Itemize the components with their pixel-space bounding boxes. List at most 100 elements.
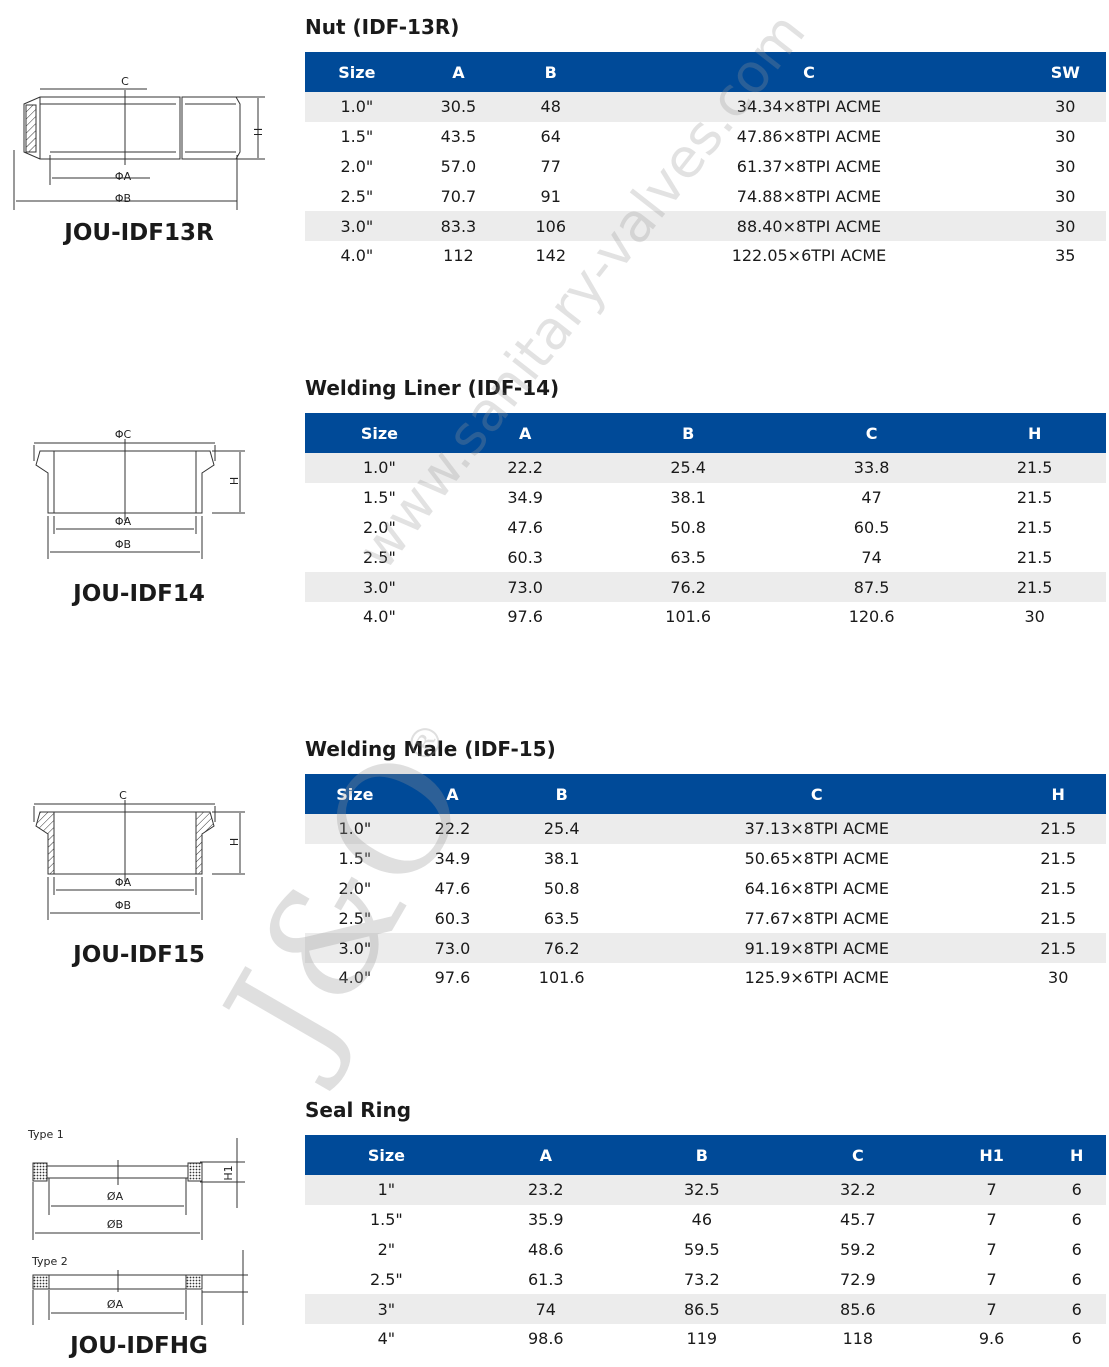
table-header-row: Size A B C SW xyxy=(305,52,1106,92)
table-row: 1.5" 34.9 38.1 47 21.5 xyxy=(305,483,1106,513)
table-row: 1.5" 43.5 64 47.86×8TPI ACME 30 xyxy=(305,122,1106,152)
cell-a: 22.2 xyxy=(404,814,501,844)
cell-size: 3" xyxy=(305,1294,468,1324)
cell-h: 30 xyxy=(1024,607,1045,627)
table-row: 1.0" 30.5 48 34.34×8TPI ACME 30 xyxy=(305,92,1106,122)
cell-a: 48.6 xyxy=(527,1239,564,1259)
section-title-welding-liner-idf-14: Welding Liner (IDF-14) xyxy=(305,376,560,400)
table-row: 4" 98.6 119 118 9.6 6 xyxy=(305,1324,1106,1354)
table-row: 2" 48.6 59.5 59.2 7 6 xyxy=(305,1235,1106,1265)
column-header-c: C xyxy=(779,413,964,453)
table-row: 2.5" 60.3 63.5 74 21.5 xyxy=(305,542,1106,572)
cell-h: 6 xyxy=(1071,1210,1082,1230)
column-header-h1: H1 xyxy=(935,1135,1048,1175)
cell-h1: 7 xyxy=(986,1210,997,1230)
dimension-label: ΦC xyxy=(115,428,132,441)
column-header-b: B xyxy=(623,1135,780,1175)
dimension-label: ΦB xyxy=(115,538,131,551)
table-row: 4.0" 97.6 101.6 125.9×6TPI ACME 30 xyxy=(305,963,1106,993)
cell-h: 21.5 xyxy=(1010,933,1106,963)
cell-size: 3.0" xyxy=(305,211,409,241)
cell-c: 120.6 xyxy=(848,607,895,627)
cell-h1: 9.6 xyxy=(978,1329,1005,1349)
cell-b: 63.5 xyxy=(543,908,580,928)
cell-h: 21.5 xyxy=(1040,908,1076,928)
cell-a: 61.3 xyxy=(527,1269,564,1289)
cell-c: 118 xyxy=(842,1329,874,1349)
table-row: 2.0" 57.0 77 61.37×8TPI ACME 30 xyxy=(305,152,1106,182)
cell-b: 63.5 xyxy=(670,547,706,567)
cell-a: 34.9 xyxy=(434,849,471,869)
cell-c: 32.2 xyxy=(779,1175,936,1205)
cell-b: 59.5 xyxy=(684,1239,720,1259)
dimension-label: H xyxy=(228,838,241,846)
dimension-label: ΦA xyxy=(115,170,132,183)
column-header-c: C xyxy=(779,1135,936,1175)
cell-b: 25.4 xyxy=(596,453,780,483)
technical-drawing-jou-idf13r: C ΦA ΦB H xyxy=(0,60,290,220)
cell-b: 101.6 xyxy=(538,968,585,988)
column-header-b: B xyxy=(500,774,624,814)
cell-a: 47.6 xyxy=(507,517,543,537)
table-row: 2.5" 61.3 73.2 72.9 7 6 xyxy=(305,1264,1106,1294)
cell-h: 6 xyxy=(1071,1239,1082,1259)
cell-b: 76.2 xyxy=(596,572,780,602)
table-row: 1.0" 22.2 25.4 37.13×8TPI ACME 21.5 xyxy=(305,814,1106,844)
cell-size: 2.5" xyxy=(363,547,396,567)
cell-c: 77.67×8TPI ACME xyxy=(744,908,889,928)
table-row: 1.5" 34.9 38.1 50.65×8TPI ACME 21.5 xyxy=(305,844,1106,874)
spec-table-seal-ring: Size A B C H1 H 1" 23.2 32.5 32.2 7 6 1.5" 35.9 46 45.7… xyxy=(305,1135,1106,1354)
cell-a: 98.6 xyxy=(527,1329,564,1349)
cell-h: 6 xyxy=(1071,1269,1082,1289)
cell-c: 88.40×8TPI ACME xyxy=(593,211,1025,241)
cell-c: 45.7 xyxy=(840,1210,876,1230)
cell-h: 30 xyxy=(1048,968,1069,988)
dimension-label: ΦB xyxy=(115,192,131,205)
model-label: JOU-IDF14 xyxy=(73,581,205,607)
cell-a: 43.5 xyxy=(440,127,477,147)
dimension-label: ØA xyxy=(107,1298,124,1311)
table-row: 1" 23.2 32.5 32.2 7 6 xyxy=(305,1175,1106,1205)
dimension-label: ØB xyxy=(107,1218,123,1231)
cell-a: 74 xyxy=(467,1294,624,1324)
cell-size: 1.5" xyxy=(338,849,372,869)
cell-b: 64 xyxy=(540,127,561,147)
cell-b: 76.2 xyxy=(500,933,624,963)
cell-c: 33.8 xyxy=(779,453,964,483)
cell-c: 59.2 xyxy=(840,1239,876,1259)
cell-b: 38.1 xyxy=(670,488,706,508)
cell-h: 21.5 xyxy=(1016,488,1053,508)
cell-sw: 30 xyxy=(1024,92,1106,122)
cell-b: 50.8 xyxy=(543,878,580,898)
cell-c: 74 xyxy=(861,547,882,567)
cell-h: 21.5 xyxy=(1010,814,1106,844)
table-row: 2.5" 60.3 63.5 77.67×8TPI ACME 21.5 xyxy=(305,903,1106,933)
cell-b: 46 xyxy=(691,1210,712,1230)
spec-table-welding-male-idf-15: Size A B C H 1.0" 22.2 25.4 37.13×8TPI ACME 21.5 1… xyxy=(305,774,1106,993)
cell-b: 119 xyxy=(686,1329,718,1349)
spec-table-nut-idf-13r: Size A B C SW 1.0" 30.5 48 34.34×8TPI ACME 30 1.5"… xyxy=(305,52,1106,271)
cell-b: 91 xyxy=(540,186,561,206)
cell-h: 6 xyxy=(1071,1329,1082,1349)
cell-size: 4.0" xyxy=(338,968,372,988)
column-header-a: A xyxy=(408,52,509,92)
cell-size: 2.0" xyxy=(338,878,372,898)
cell-h: 21.5 xyxy=(1016,517,1053,537)
model-label: JOU-IDFHG xyxy=(70,1333,208,1359)
cell-a: 83.3 xyxy=(408,211,509,241)
cell-sw: 35 xyxy=(1055,246,1076,266)
table-row: 3.0" 83.3 106 88.40×8TPI ACME 30 xyxy=(305,211,1106,241)
technical-drawing-jou-idfhg: Type 1 ØA ØB H1 Type 2 ØA xyxy=(0,1120,290,1350)
cell-a: 73.0 xyxy=(404,933,501,963)
cell-a: 112 xyxy=(443,246,474,266)
column-header-h: H xyxy=(1010,774,1106,814)
cell-size: 2.5" xyxy=(338,908,372,928)
table-row: 3" 74 86.5 85.6 7 6 xyxy=(305,1294,1106,1324)
cell-size: 2.0" xyxy=(340,156,374,176)
cell-a: 22.2 xyxy=(453,453,597,483)
cell-b: 38.1 xyxy=(543,849,580,869)
table-row: 4.0" 97.6 101.6 120.6 30 xyxy=(305,602,1106,632)
cell-size: 1.0" xyxy=(305,453,454,483)
cell-c: 50.65×8TPI ACME xyxy=(744,849,889,869)
column-header-b: B xyxy=(596,413,780,453)
